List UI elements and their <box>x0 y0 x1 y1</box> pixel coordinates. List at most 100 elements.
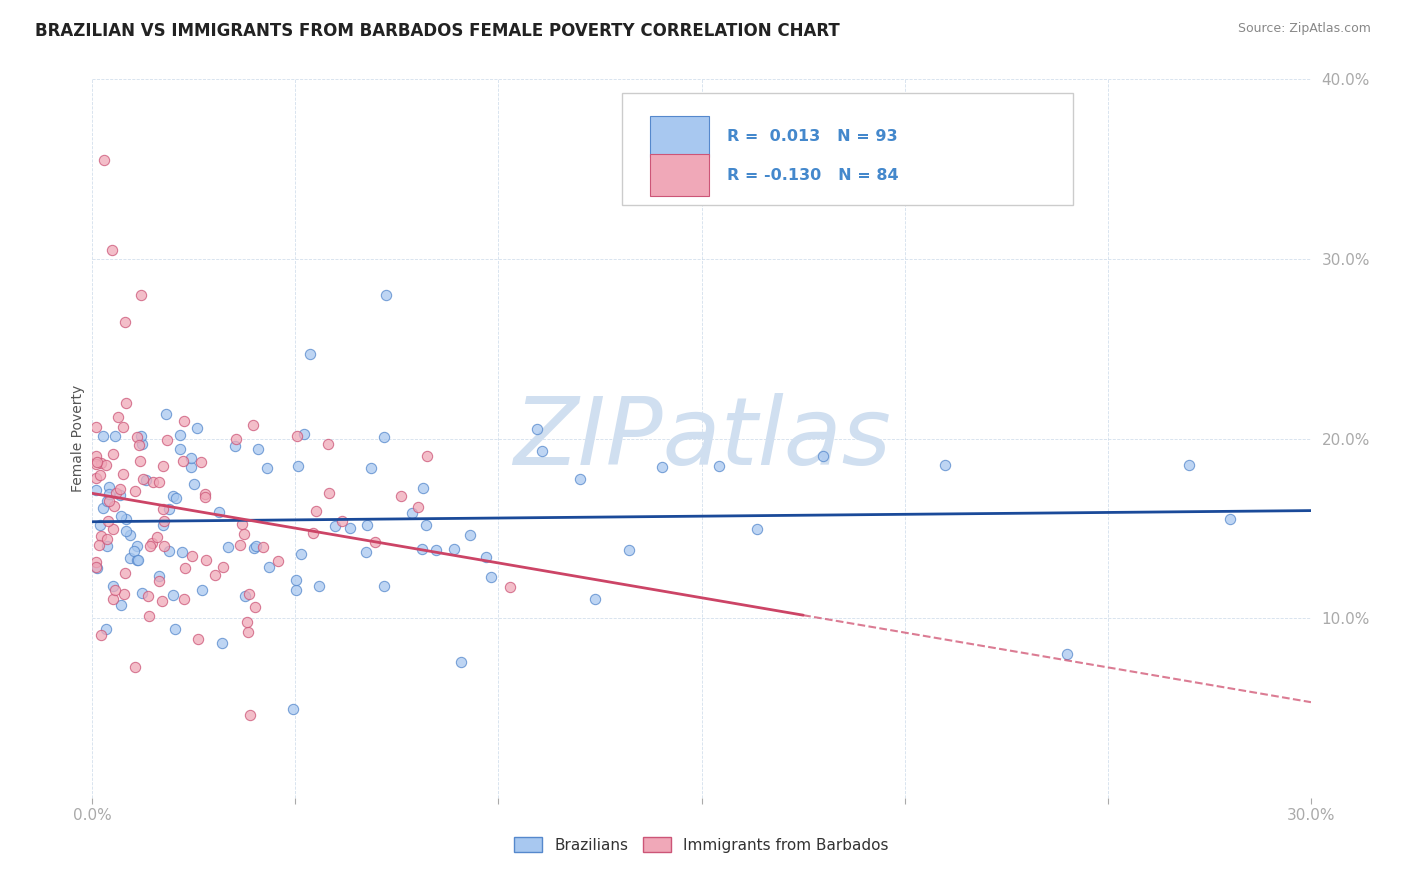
Point <box>1219 512 1241 526</box>
Point <box>112 420 135 434</box>
Point <box>745 522 768 536</box>
Point <box>139 539 162 553</box>
Point <box>243 600 266 615</box>
Point <box>651 459 673 474</box>
Point <box>110 508 132 523</box>
Point <box>191 582 214 597</box>
Point <box>86 419 108 434</box>
Point <box>207 505 229 519</box>
Point <box>103 583 125 598</box>
Point <box>238 624 260 639</box>
Point <box>305 504 328 518</box>
Point <box>129 429 152 443</box>
Point <box>128 453 150 467</box>
Point <box>96 493 118 508</box>
Point <box>112 467 135 481</box>
Point <box>86 455 108 469</box>
Point <box>141 536 163 550</box>
Point <box>373 579 395 593</box>
Point <box>231 516 253 531</box>
Point <box>242 417 264 432</box>
Point <box>360 461 382 475</box>
Point <box>98 480 121 494</box>
Point <box>526 422 548 436</box>
Point <box>373 430 395 444</box>
Point <box>224 439 246 453</box>
Point <box>165 622 187 636</box>
Point <box>84 449 107 463</box>
Point <box>105 485 128 500</box>
Point <box>934 458 956 473</box>
Point <box>155 407 177 421</box>
Y-axis label: Female Poverty: Female Poverty <box>72 384 86 492</box>
Point <box>103 499 125 513</box>
Point <box>299 347 322 361</box>
Point <box>180 451 202 466</box>
Point <box>122 544 145 558</box>
Point <box>443 541 465 556</box>
Point <box>84 471 107 485</box>
Point <box>568 472 591 486</box>
Point <box>401 506 423 520</box>
Point <box>339 520 361 534</box>
Point <box>132 472 155 486</box>
Point <box>84 560 107 574</box>
Point <box>162 588 184 602</box>
Point <box>89 517 111 532</box>
Point <box>108 488 131 502</box>
Point <box>148 574 170 588</box>
Point <box>1056 647 1078 661</box>
Point <box>375 288 398 302</box>
Point <box>180 459 202 474</box>
Point <box>530 443 553 458</box>
Point <box>194 487 217 501</box>
Point <box>157 501 180 516</box>
Point <box>1178 458 1201 473</box>
Point <box>97 494 120 508</box>
Text: BRAZILIAN VS IMMIGRANTS FROM BARBADOS FEMALE POVERTY CORRELATION CHART: BRAZILIAN VS IMMIGRANTS FROM BARBADOS FE… <box>35 22 839 40</box>
Point <box>186 420 208 434</box>
Point <box>114 315 136 329</box>
Point <box>90 628 112 642</box>
Point <box>127 553 149 567</box>
Point <box>91 501 114 516</box>
Point <box>148 475 170 489</box>
Point <box>97 514 120 528</box>
Point <box>84 555 107 569</box>
Point <box>93 153 115 167</box>
Point <box>150 594 173 608</box>
Point <box>120 528 142 542</box>
Point <box>165 491 187 505</box>
Point <box>169 442 191 456</box>
Point <box>169 428 191 442</box>
Point <box>356 545 378 559</box>
Point <box>90 529 112 543</box>
Point <box>152 502 174 516</box>
Point <box>318 437 340 451</box>
Point <box>138 608 160 623</box>
Point <box>134 473 156 487</box>
Point <box>583 592 606 607</box>
Point <box>415 518 437 533</box>
Point <box>290 548 312 562</box>
Point <box>128 438 150 452</box>
Point <box>211 636 233 650</box>
Legend: Brazilians, Immigrants from Barbados: Brazilians, Immigrants from Barbados <box>509 830 894 859</box>
Point <box>152 518 174 533</box>
Point <box>813 450 835 464</box>
Point <box>104 428 127 442</box>
Point <box>412 481 434 495</box>
Point <box>96 539 118 553</box>
Point <box>356 517 378 532</box>
Point <box>114 396 136 410</box>
Point <box>238 708 260 723</box>
Point <box>157 544 180 558</box>
Text: Source: ZipAtlas.com: Source: ZipAtlas.com <box>1237 22 1371 36</box>
Point <box>108 482 131 496</box>
Point <box>267 554 290 568</box>
Point <box>302 526 325 541</box>
Point <box>91 429 114 443</box>
Point <box>90 456 112 470</box>
Point <box>308 579 330 593</box>
Point <box>103 592 125 607</box>
